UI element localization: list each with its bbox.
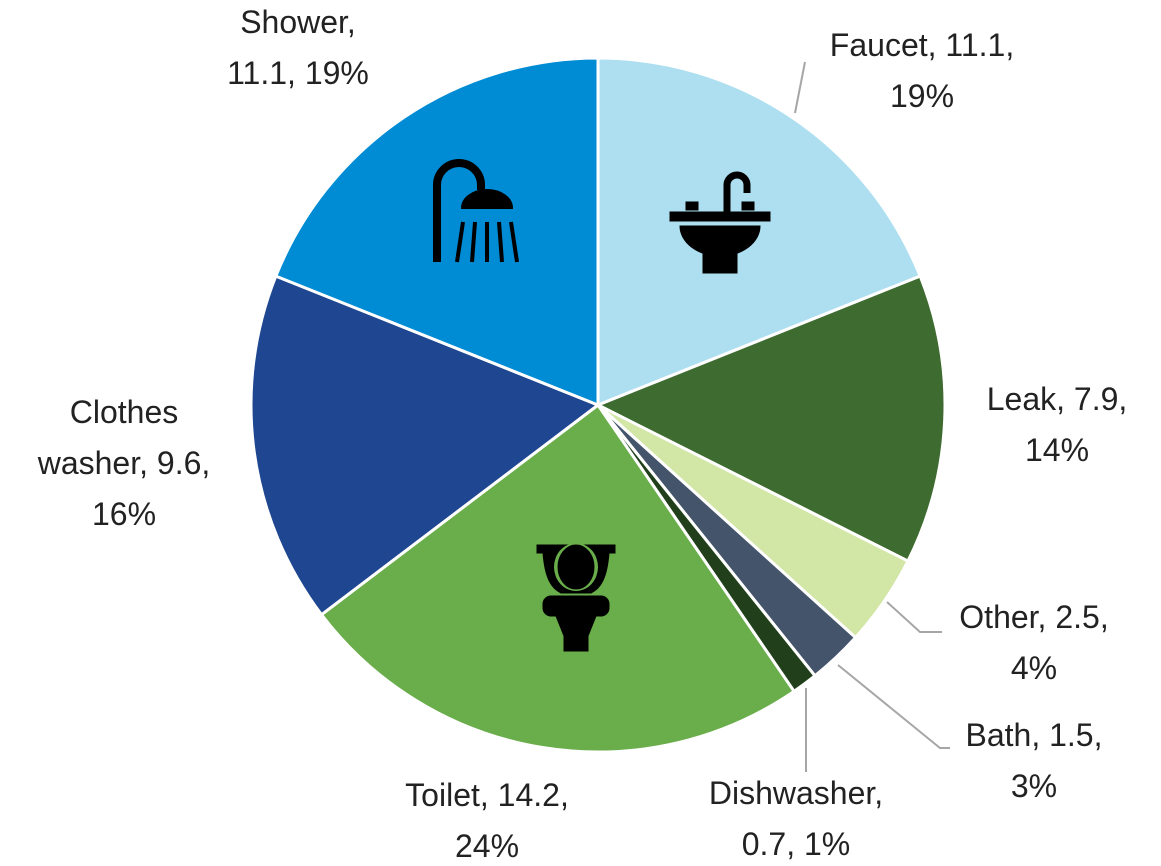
data-label-line: 11.1, 19% [227, 55, 369, 91]
leader-line [837, 664, 950, 749]
data-label-line: 24% [455, 828, 519, 864]
data-label-line: Bath, 1.5, [966, 717, 1103, 753]
slices [249, 56, 947, 754]
shower-icon [433, 159, 519, 263]
icons [433, 159, 771, 652]
leader-lines [794, 61, 950, 772]
data-label-line: 4% [1011, 650, 1057, 686]
toilet-icon [536, 543, 616, 652]
data-label: Other, 2.5, 4% [959, 599, 1108, 686]
data-label-line: Leak, 7.9, [987, 381, 1128, 417]
pie-slice [594, 274, 947, 564]
data-label: Leak, 7.9, 14% [987, 381, 1128, 468]
labels: Faucet, 11.1, 19% Leak, 7.9, 14% Other, 2.5,… [37, 4, 1128, 864]
data-label-line: 0.7, 1% [742, 826, 851, 862]
data-label-line: Faucet, 11.1, [830, 27, 1014, 63]
sink-icon [669, 171, 771, 274]
data-label-line: Toilet, 14.2, [405, 777, 569, 813]
leader-line [794, 61, 806, 114]
data-label-line: 3% [1011, 768, 1057, 804]
data-label-line: 16% [92, 496, 156, 532]
data-label-line: washer, 9.6, [37, 445, 211, 481]
data-label-line: Dishwasher, [709, 775, 883, 811]
data-label-line: Other, 2.5, [959, 599, 1108, 635]
data-label: Shower, 11.1, 19% [227, 4, 369, 91]
data-label-line: 19% [890, 78, 954, 114]
data-label: Clothes washer, 9.6, 16% [37, 394, 211, 532]
data-label-line: 14% [1025, 432, 1089, 468]
pie-slice [249, 274, 602, 617]
data-label: Faucet, 11.1, 19% [830, 27, 1014, 114]
data-label-line: Shower, [240, 4, 356, 40]
data-label-line: Clothes [70, 394, 179, 430]
data-label: Toilet, 14.2, 24% [405, 777, 569, 864]
data-label: Dishwasher, 0.7, 1% [709, 775, 883, 862]
leader-line [886, 601, 942, 633]
data-label: Bath, 1.5, 3% [966, 717, 1103, 804]
